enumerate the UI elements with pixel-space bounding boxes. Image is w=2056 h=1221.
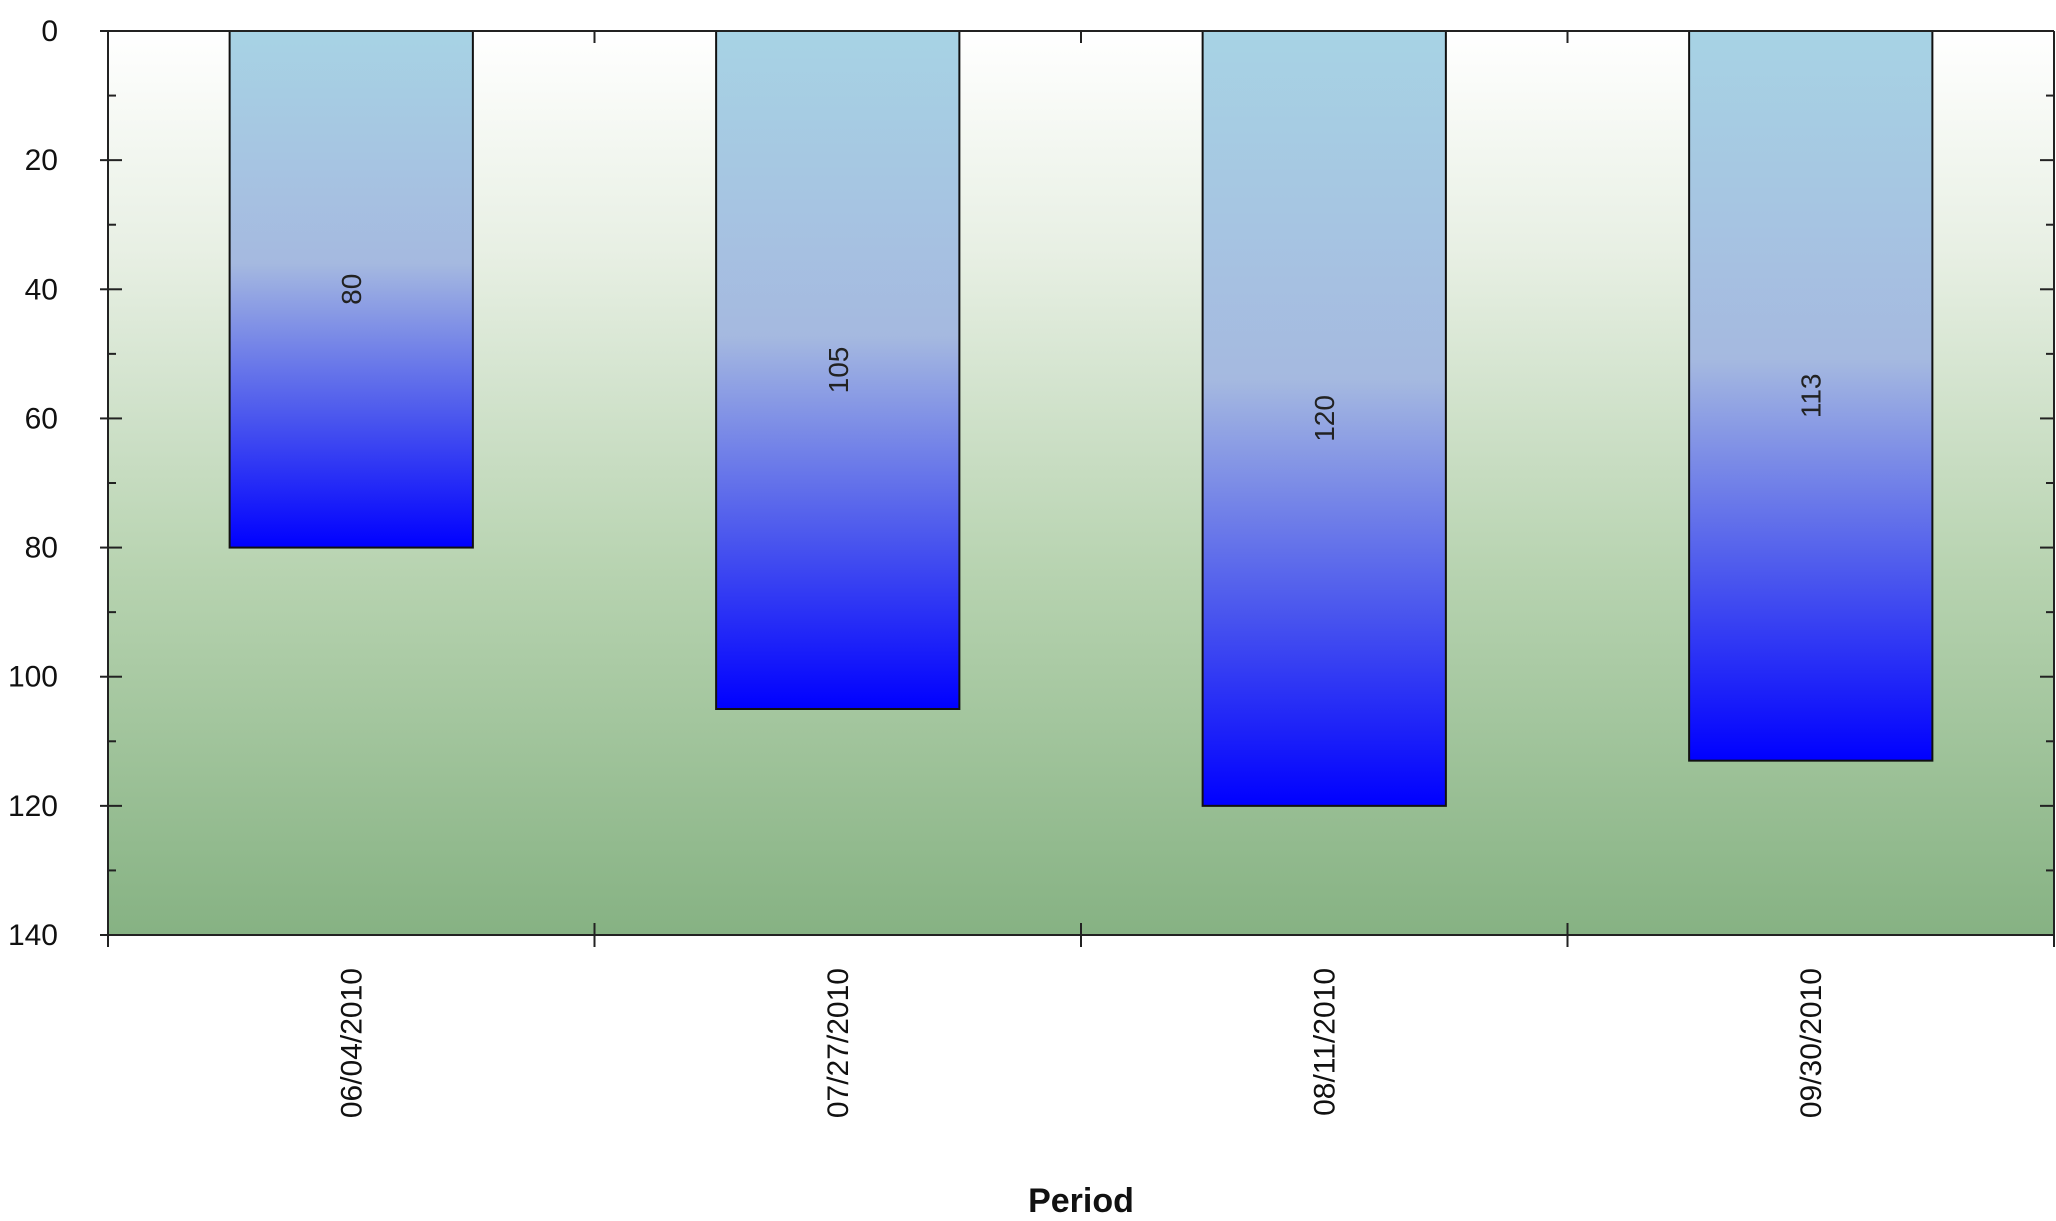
bars-group: [228, 30, 1934, 807]
data-label-2: 105: [823, 347, 854, 394]
data-label-3: 120: [1309, 395, 1340, 442]
y-tick-label: 120: [8, 790, 58, 823]
bar-1: [228, 30, 474, 549]
x-tick-label: 06/04/2010: [335, 968, 368, 1118]
y-tick-label: 0: [41, 15, 58, 48]
y-tick-label: 80: [25, 532, 58, 565]
x-tick-label: 07/27/2010: [822, 968, 855, 1118]
y-tick-label: 40: [25, 273, 58, 306]
data-label-1: 80: [336, 274, 367, 305]
x-axis-title: Period: [1028, 1182, 1134, 1220]
y-tick-label: 140: [8, 919, 58, 952]
y-tick-label: 100: [8, 661, 58, 694]
x-tick-labels: 06/04/2010 07/27/2010 08/11/2010 09/30/2010: [335, 968, 1828, 1118]
data-labels-group: 80 105 120 113: [336, 274, 1827, 442]
x-tick-label: 08/11/2010: [1308, 968, 1341, 1116]
bar-3: [1201, 30, 1447, 807]
x-axis: [107, 31, 2055, 947]
data-label-4: 113: [1796, 374, 1827, 419]
x-tick-label: 09/30/2010: [1795, 968, 1828, 1118]
y-tick-label: 20: [25, 144, 58, 177]
y-tick-labels: 0 20 40 60 80 100 120 140: [8, 15, 58, 952]
bar-4: [1688, 30, 1934, 762]
y-tick-label: 60: [25, 402, 58, 435]
